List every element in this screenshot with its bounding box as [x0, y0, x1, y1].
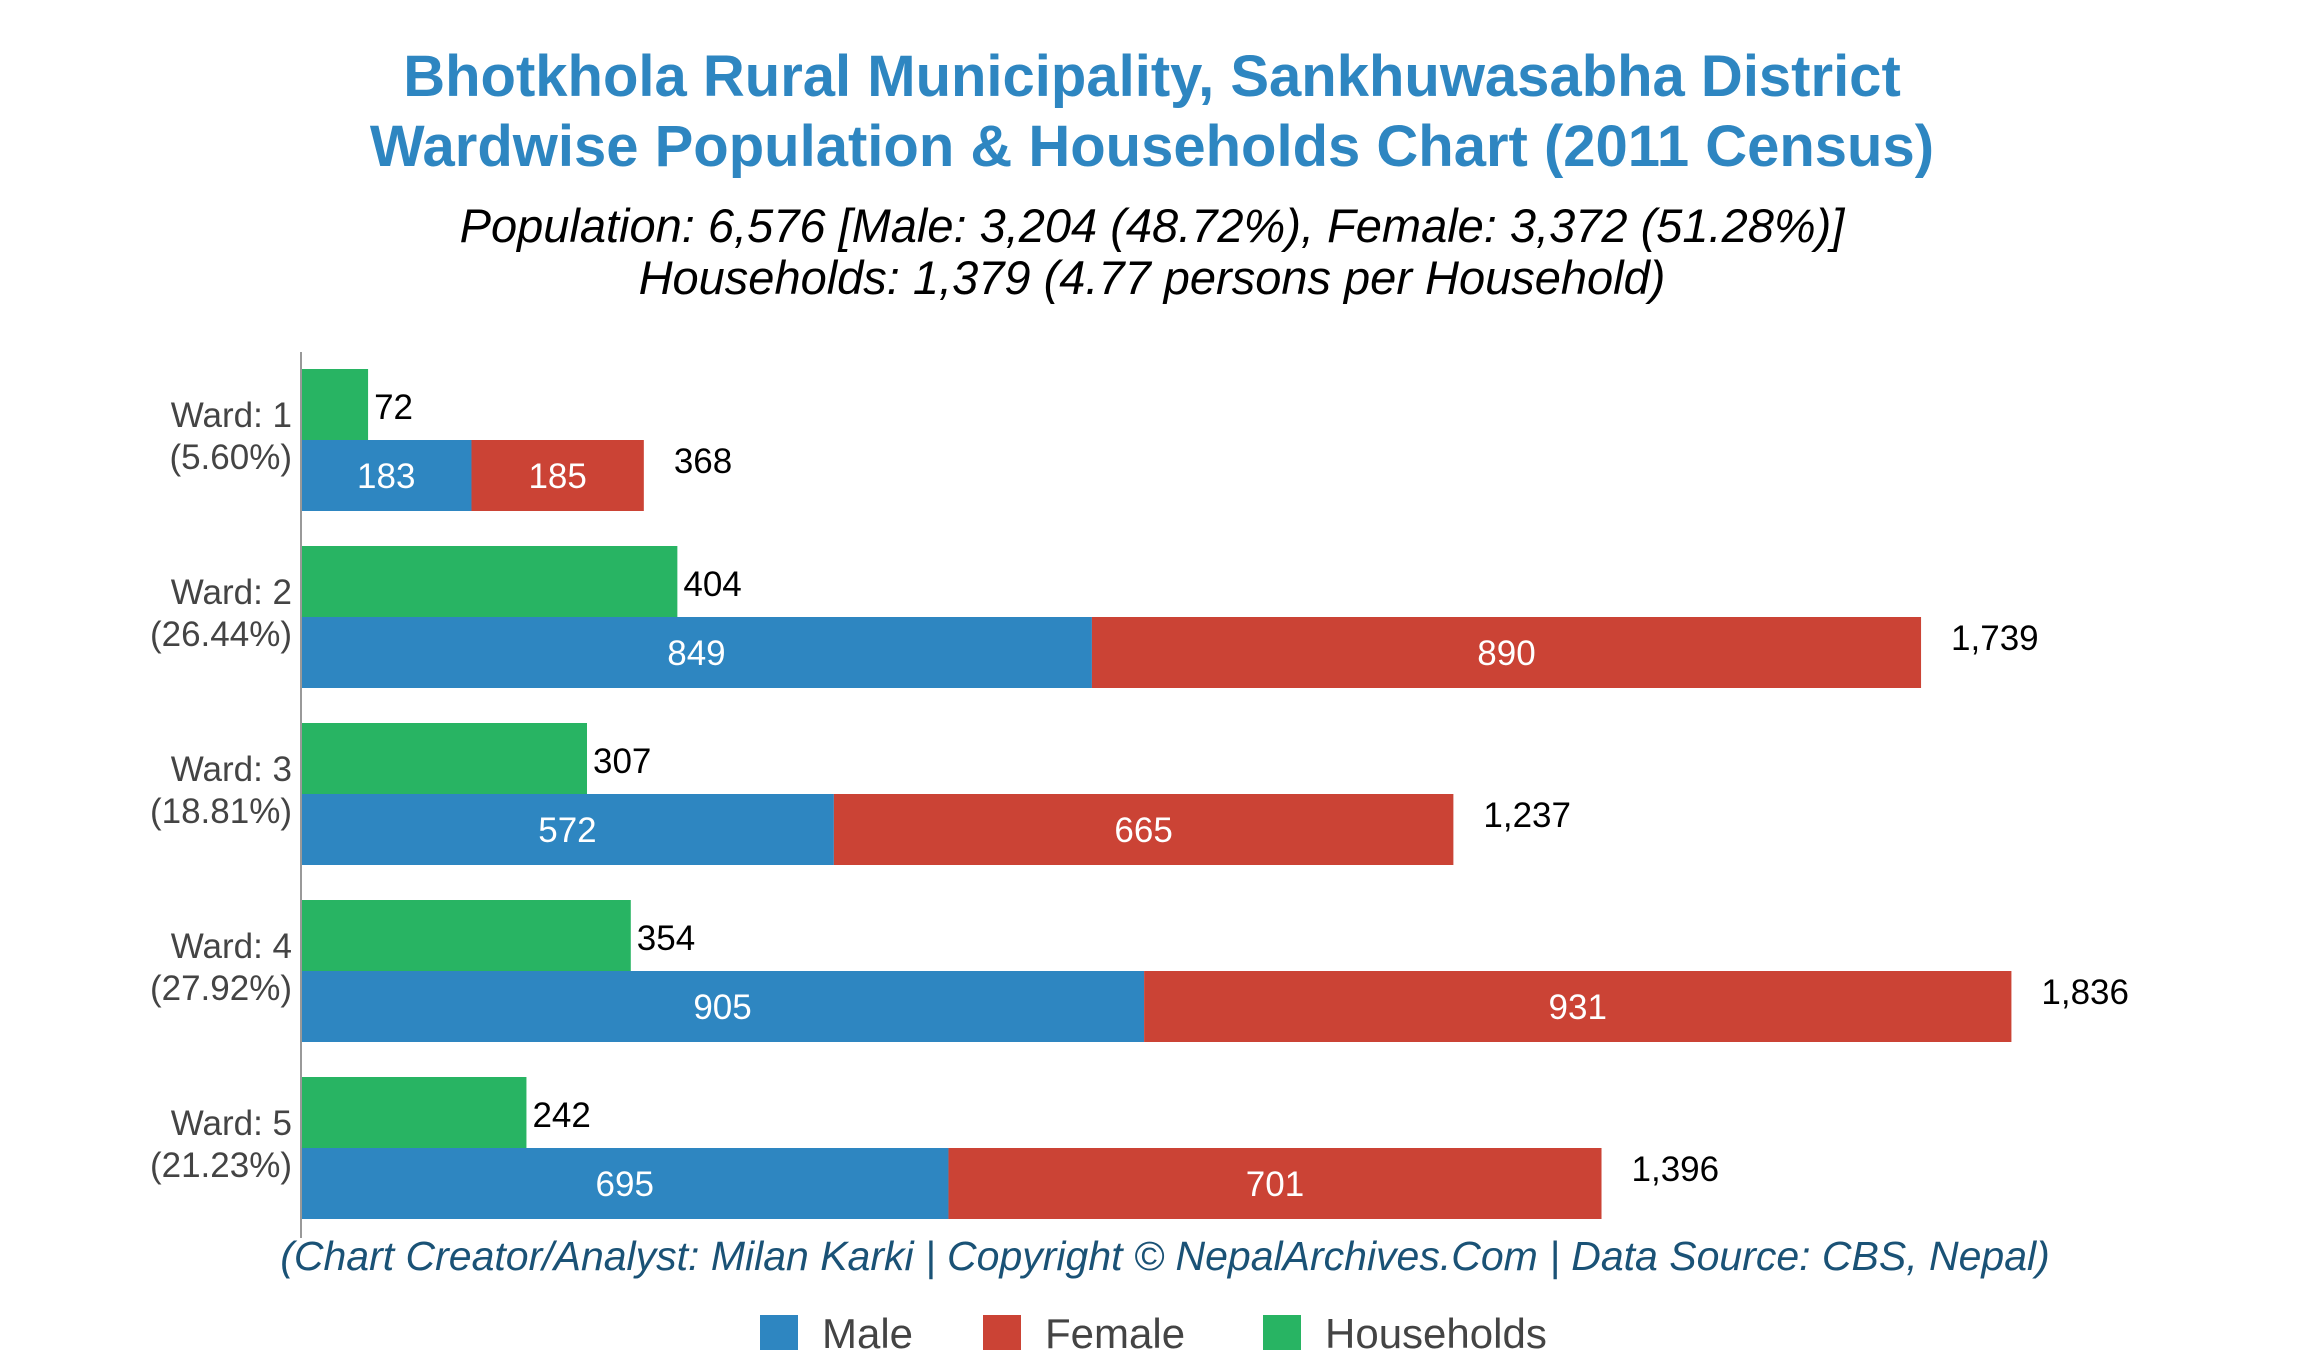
households-value-label: 404	[683, 565, 741, 604]
male-value-label: 572	[538, 811, 596, 850]
ward-group: Ward: 4(27.92%) 354 905 931 1,836	[150, 900, 2129, 1042]
male-value-label: 849	[667, 634, 725, 673]
total-value-label: 368	[674, 442, 732, 481]
legend-label: Households	[1325, 1310, 1547, 1350]
households-bar	[301, 546, 678, 617]
legend-swatch	[983, 1315, 1021, 1350]
female-bar	[1144, 971, 2012, 1042]
legend: Male Female Households	[760, 1310, 1547, 1350]
male-bar	[301, 794, 834, 865]
legend-item-households: Households	[1263, 1310, 1547, 1350]
female-bar	[948, 1148, 1602, 1219]
ward-group: Ward: 1(5.60%) 72 183 185 368	[169, 369, 732, 511]
female-value-label: 890	[1477, 634, 1535, 673]
female-bar	[471, 440, 644, 511]
legend-label: Female	[1045, 1310, 1185, 1350]
ward-label: Ward: 4	[171, 927, 292, 966]
male-bar	[301, 617, 1092, 688]
ward-group: Ward: 3(18.81%) 307 572 665 1,237	[150, 723, 1571, 865]
households-bar	[301, 723, 588, 794]
chart-footer: (Chart Creator/Analyst: Milan Karki | Co…	[280, 1233, 2050, 1279]
female-value-label: 665	[1114, 811, 1172, 850]
total-value-label: 1,237	[1483, 796, 1571, 835]
total-value-label: 1,739	[1951, 619, 2039, 658]
ward-share-label: (21.23%)	[150, 1146, 292, 1185]
female-value-label: 931	[1549, 988, 1607, 1027]
chart-subtitle-line-1: Population: 6,576 [Male: 3,204 (48.72%),…	[460, 199, 1846, 252]
male-value-label: 905	[693, 988, 751, 1027]
households-value-label: 354	[637, 919, 695, 958]
chart-subtitle-line-2: Households: 1,379 (4.77 persons per Hous…	[639, 251, 1666, 304]
legend-swatch	[760, 1315, 798, 1350]
legend-item-female: Female	[983, 1310, 1185, 1350]
total-value-label: 1,396	[1632, 1150, 1720, 1189]
ward-share-label: (18.81%)	[150, 792, 292, 831]
ward-share-label: (26.44%)	[150, 615, 292, 654]
male-bar	[301, 440, 472, 511]
households-bar	[301, 369, 369, 440]
ward-label: Ward: 3	[171, 750, 292, 789]
legend-label: Male	[822, 1310, 913, 1350]
households-value-label: 72	[374, 388, 413, 427]
households-value-label: 242	[532, 1096, 590, 1135]
households-value-label: 307	[593, 742, 651, 781]
ward-label: Ward: 1	[171, 396, 292, 435]
ward-group: Ward: 2(26.44%) 404 849 890 1,739	[150, 546, 2039, 688]
female-bar	[1091, 617, 1922, 688]
legend-swatch	[1263, 1315, 1301, 1350]
chart-title-line-2: Wardwise Population & Households Chart (…	[370, 114, 1934, 179]
ward-share-label: (5.60%)	[169, 438, 292, 477]
ward-label: Ward: 5	[171, 1104, 292, 1143]
female-value-label: 185	[528, 457, 586, 496]
ward-label: Ward: 2	[171, 573, 292, 612]
female-value-label: 701	[1246, 1165, 1304, 1204]
male-bar	[301, 971, 1145, 1042]
households-bar	[301, 900, 631, 971]
ward-share-label: (27.92%)	[150, 969, 292, 1008]
male-bar	[301, 1148, 949, 1219]
chart-title-line-1: Bhotkhola Rural Municipality, Sankhuwasa…	[403, 44, 1901, 109]
male-value-label: 183	[357, 457, 415, 496]
female-bar	[833, 794, 1454, 865]
legend-item-male: Male	[760, 1310, 913, 1350]
total-value-label: 1,836	[2041, 973, 2129, 1012]
households-bar	[301, 1077, 527, 1148]
male-value-label: 695	[596, 1165, 654, 1204]
